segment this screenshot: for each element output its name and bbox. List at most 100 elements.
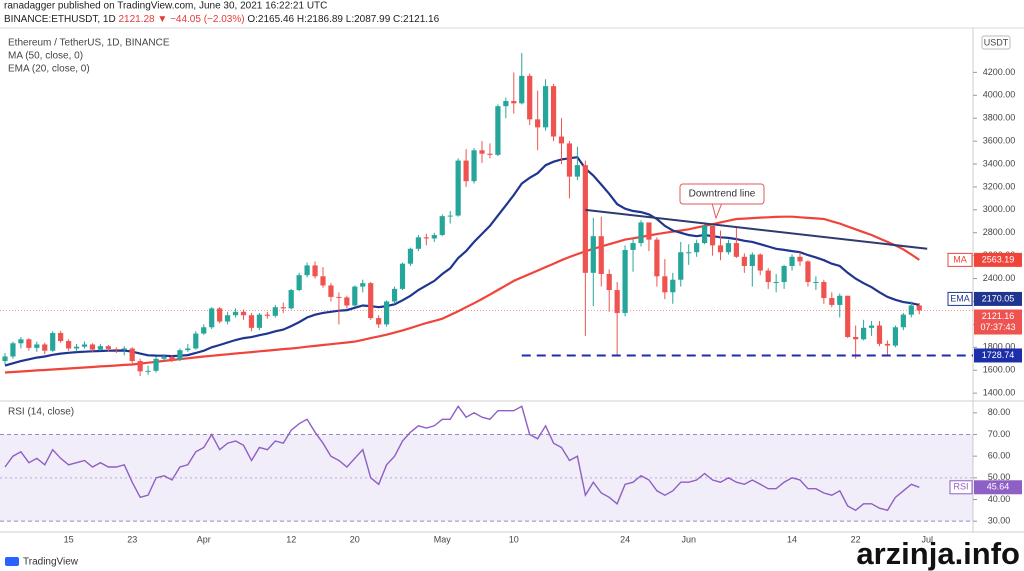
candle-body: [455, 160, 461, 216]
rsi-line: [4, 405, 920, 512]
candle-body: [598, 236, 604, 274]
y-tick-label: 60.00: [988, 451, 1011, 461]
annotation-label: Downtrend line: [689, 189, 756, 200]
candle-body: [702, 225, 708, 244]
candle-body: [304, 265, 310, 276]
candle-body: [678, 252, 684, 280]
y-tick-label: 80.00: [988, 407, 1011, 417]
watermark: arzinja.info: [856, 536, 1020, 571]
brand: TradingView: [5, 557, 79, 568]
candle-body: [431, 235, 437, 239]
y-tick-label: 2800.00: [983, 227, 1016, 237]
candle-body: [614, 290, 620, 313]
price-label: 2121.16: [982, 311, 1015, 321]
y-tick-label: 2400.00: [983, 273, 1016, 283]
x-tick-label: 22: [851, 534, 861, 544]
candle-body: [527, 75, 533, 120]
y-tick-label: 3000.00: [983, 204, 1016, 214]
tag-box: [947, 252, 973, 267]
x-tick-label: 23: [127, 534, 137, 544]
candle-body: [18, 339, 24, 344]
candle-body: [256, 314, 262, 328]
candle-body: [606, 273, 612, 291]
candle-body: [781, 265, 787, 283]
candle-body: [97, 346, 103, 350]
candle-body: [694, 243, 700, 253]
candle-body: [344, 297, 350, 306]
candle-body: [717, 245, 724, 253]
candle-body: [399, 263, 406, 289]
support-box: [974, 348, 1022, 363]
candle-body: [535, 119, 541, 128]
candle-body: [177, 350, 183, 360]
candle-body: [73, 346, 80, 349]
candle-body: [248, 315, 255, 328]
candle-body: [185, 348, 191, 351]
candle-body: [89, 344, 96, 350]
candle-body: [288, 290, 294, 309]
candle-body: [415, 237, 421, 249]
y-tick-label: 3800.00: [983, 113, 1016, 123]
candle-body: [837, 295, 843, 305]
candle-body: [232, 311, 239, 316]
candle-body: [471, 150, 477, 182]
brand-icon: [5, 557, 19, 566]
candle-body: [153, 358, 159, 371]
candle-body: [312, 265, 318, 277]
candle-body: [765, 270, 771, 283]
candle-body: [280, 307, 286, 309]
candle-body: [217, 308, 223, 322]
tag-box: [947, 291, 973, 306]
candle-body: [66, 341, 72, 349]
candle-body: [503, 101, 509, 107]
candle-body: [34, 344, 40, 348]
candle-body: [574, 165, 580, 177]
candle-body: [686, 252, 692, 254]
symbol-line: BINANCE:ETHUSDT, 1D 2121.28 ▼ −44.05 (−2…: [4, 14, 440, 25]
annotation-pointer: [711, 202, 723, 220]
candle-body: [352, 286, 358, 306]
x-tick-label: 20: [350, 534, 360, 544]
candle-body: [320, 276, 326, 286]
candle-body: [209, 308, 215, 328]
x-tick-label: 10: [509, 534, 519, 544]
x-tick-label: 15: [64, 534, 74, 544]
y-tick-label: 1400.00: [983, 388, 1016, 398]
candle-body: [447, 215, 453, 217]
value-box: [974, 291, 1022, 306]
y-tick-label: 50.00: [988, 472, 1011, 482]
candle-body: [423, 237, 429, 239]
x-tick-label: Jun: [681, 534, 696, 544]
value-label: 2170.05: [982, 293, 1015, 303]
y-tick-label: 40.00: [988, 494, 1011, 504]
candle-body: [900, 314, 906, 328]
candle-body: [193, 333, 199, 349]
candle-body: [892, 327, 898, 346]
price-change: 2121.28 ▼ −44.05 (−2.03%): [118, 14, 244, 25]
candle-body: [145, 370, 151, 372]
candle-body: [519, 75, 525, 104]
candle-body: [169, 357, 175, 360]
brand-label: TradingView: [23, 557, 79, 568]
candle-body: [797, 256, 803, 262]
candle-body: [58, 332, 64, 342]
candle-body: [566, 143, 573, 177]
candle-body: [543, 86, 549, 128]
candle-body: [511, 101, 517, 104]
candle-body: [384, 301, 390, 325]
candle-body: [105, 346, 111, 350]
candle-body: [805, 261, 811, 283]
candle-body: [50, 332, 56, 351]
candle-body: [368, 283, 374, 319]
symbol: BINANCE:ETHUSDT, 1D: [4, 14, 116, 25]
tag-label: MA: [953, 254, 967, 264]
y-tick-label: 1600.00: [983, 365, 1016, 375]
candle-body: [646, 222, 652, 240]
candle-body: [479, 150, 485, 154]
rsi-title: RSI (14, close): [8, 407, 74, 418]
candle-body: [813, 282, 819, 284]
candle-body: [42, 344, 48, 351]
candle-body: [876, 325, 883, 344]
candle-body: [868, 325, 875, 328]
